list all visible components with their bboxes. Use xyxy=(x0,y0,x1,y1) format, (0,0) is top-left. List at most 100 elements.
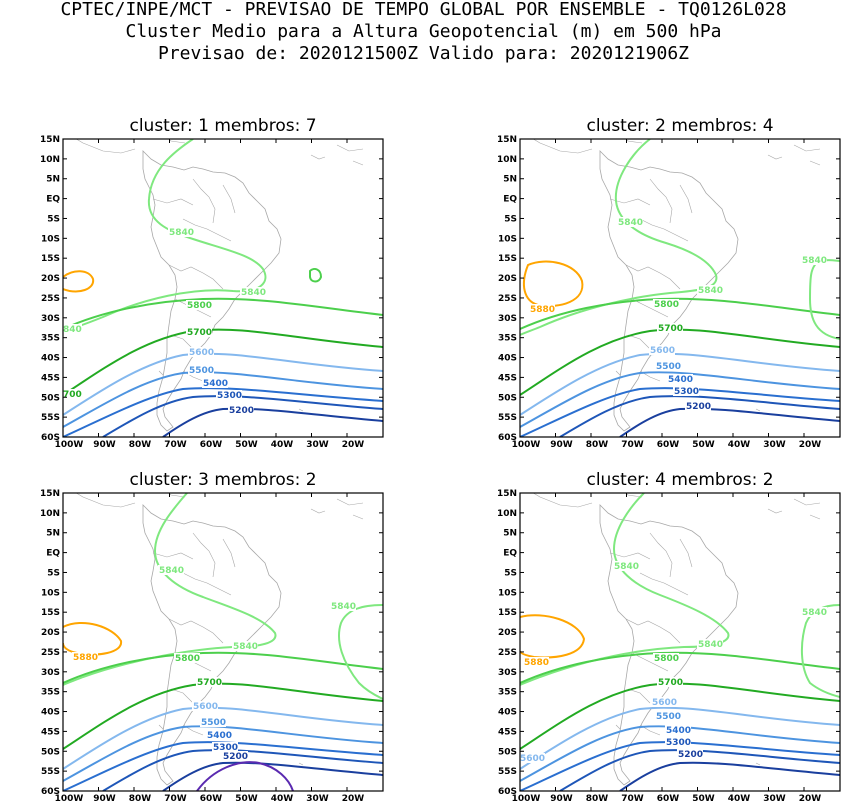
lat-tick-label: 10S xyxy=(41,234,60,244)
lat-tick-label: 5N xyxy=(46,175,60,185)
lon-tick-label: 100W xyxy=(55,794,84,803)
lon-tick-label: 100W xyxy=(55,440,84,450)
contour-5500 xyxy=(63,725,383,782)
lon-tick-label: 80W xyxy=(129,794,152,803)
contour-5840 xyxy=(520,139,718,336)
lat-tick-label: 45S xyxy=(41,727,60,737)
lat-tick-label: 15S xyxy=(498,608,517,618)
lat-tick-label: 5S xyxy=(504,568,517,578)
contour-label: 5840 xyxy=(614,562,639,572)
lat-tick-label: 30S xyxy=(41,668,60,678)
map-panel-cluster-2: cluster: 2 membros: 4 5840 5840 5840 5880 580… xyxy=(497,116,841,450)
lon-tick-label: 40W xyxy=(728,440,751,450)
contour-label: 5400 xyxy=(203,379,228,389)
contour-label: 5600 xyxy=(189,348,214,358)
contour-label: 5600 xyxy=(520,754,545,764)
lon-tick-label: 60W xyxy=(200,794,223,803)
lat-tick-label: 10S xyxy=(41,588,60,598)
contour-5840 xyxy=(520,493,730,686)
lat-tick-label: 10N xyxy=(497,155,517,165)
lon-tick-label: 100W xyxy=(512,794,541,803)
contour-label: 5400 xyxy=(668,375,693,385)
contour-label: 5500 xyxy=(201,718,226,728)
contour-5840 xyxy=(63,139,267,332)
contour-5600 xyxy=(520,352,840,416)
lon-tick-label: 60W xyxy=(657,440,680,450)
contour-closed xyxy=(808,259,840,340)
lon-tick-label: 30W xyxy=(306,794,329,803)
contour-label: 5700 xyxy=(658,324,683,334)
lon-tick-label: 80W xyxy=(586,794,609,803)
lat-tick-label: 35S xyxy=(41,334,60,344)
lon-tick-label: 70W xyxy=(621,440,644,450)
lon-tick-label: 70W xyxy=(621,794,644,803)
lat-tick-label: 55S xyxy=(41,413,60,423)
contour-5400 xyxy=(63,387,383,437)
lon-tick-label: 20W xyxy=(342,794,365,803)
contour-label: 5300 xyxy=(674,387,699,397)
lat-tick-label: 35S xyxy=(498,688,517,698)
contour-5600 xyxy=(63,706,383,770)
contour-label: 5400 xyxy=(666,726,691,736)
contour-label: 5600 xyxy=(652,698,677,708)
lon-tick-label: 40W xyxy=(271,440,294,450)
contour-label: 5800 xyxy=(654,300,679,310)
lon-tick-label: 40W xyxy=(271,794,294,803)
map-panel-cluster-3: cluster: 3 membros: 2 5840 5840 5840 5880 580… xyxy=(40,470,384,803)
lon-tick-label: 90W xyxy=(93,440,116,450)
map-frame xyxy=(62,138,384,438)
contour-label: 5840 xyxy=(698,286,723,296)
lon-tick-label: 30W xyxy=(306,440,329,450)
lat-tick-label: 25S xyxy=(498,294,517,304)
lat-tick-label: 5N xyxy=(46,529,60,539)
contour-label: 5800 xyxy=(175,654,200,664)
lon-tick-label: 100W xyxy=(512,440,541,450)
lat-tick-label: 35S xyxy=(41,688,60,698)
contour-5500 xyxy=(520,725,840,782)
contour-5400 xyxy=(520,741,840,791)
lat-tick-label: 50S xyxy=(41,747,60,757)
contour-label: 5200 xyxy=(686,402,711,412)
contour-closed xyxy=(63,270,95,293)
lon-tick-label: 90W xyxy=(550,440,573,450)
lon-tick-label: 70W xyxy=(164,440,187,450)
contour-label: 5600 xyxy=(193,702,218,712)
lat-tick-label: 50S xyxy=(498,393,517,403)
map-panel-cluster-4: cluster: 4 membros: 2 5840 5840 5840 5880 580… xyxy=(497,470,841,803)
lon-tick-label: 20W xyxy=(799,794,822,803)
lat-tick-label: 55S xyxy=(41,767,60,777)
lat-tick-label: 15N xyxy=(497,135,517,145)
contour-5800 xyxy=(63,651,383,684)
main-subtitle: Cluster Medio para a Altura Geopotencial… xyxy=(125,21,722,42)
contour-5840 xyxy=(63,493,277,686)
contour-label: 5300 xyxy=(666,738,691,748)
lat-tick-label: 15S xyxy=(498,254,517,264)
lat-tick-label: 10S xyxy=(498,234,517,244)
lat-tick-label: 15N xyxy=(497,489,517,499)
contour-label: 700 xyxy=(63,390,82,400)
contour-label: 5840 xyxy=(618,218,643,228)
contour-label: 5840 xyxy=(241,288,266,298)
lat-tick-label: 45S xyxy=(498,727,517,737)
contour-closed xyxy=(520,614,586,659)
contour-5200 xyxy=(162,761,383,791)
panel-title: cluster: 4 membros: 2 xyxy=(586,470,773,490)
lat-tick-label: 60S xyxy=(41,787,60,797)
lat-tick-label: EQ xyxy=(46,549,60,559)
lat-tick-label: 15S xyxy=(41,254,60,264)
lat-tick-label: 40S xyxy=(498,708,517,718)
lat-tick-label: 25S xyxy=(498,648,517,658)
lon-tick-label: 20W xyxy=(342,440,365,450)
lat-tick-label: 15N xyxy=(40,135,60,145)
contour-label: 840 xyxy=(63,325,82,335)
lon-tick-label: 50W xyxy=(235,440,258,450)
contour-5300 xyxy=(559,395,840,437)
contour-5300 xyxy=(559,749,840,791)
contour-label: 5840 xyxy=(802,608,827,618)
contour-closed xyxy=(196,761,294,791)
contour-5800 xyxy=(63,297,383,330)
contour-label: 5500 xyxy=(656,362,681,372)
contour-label: 5840 xyxy=(802,256,827,266)
lat-tick-label: EQ xyxy=(503,195,517,205)
lon-tick-label: 50W xyxy=(692,794,715,803)
